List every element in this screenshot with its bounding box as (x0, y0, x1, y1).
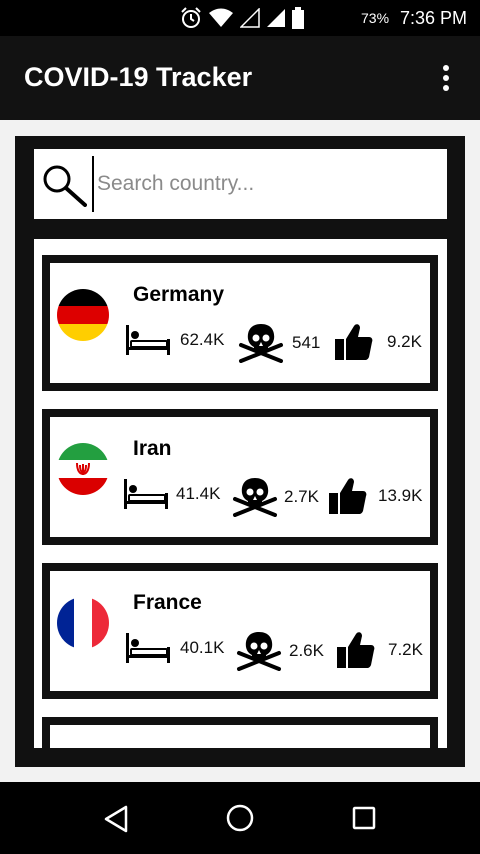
deaths-value: 2.6K (289, 641, 324, 660)
skull-crossbones-icon (232, 477, 278, 517)
deaths-stat: 2.7K (232, 477, 319, 517)
country-card-germany[interactable]: Germany 62.4K 541 9.2K (42, 255, 438, 391)
signal-empty-icon (240, 8, 260, 28)
cases-stat: 41.4K (122, 477, 220, 511)
text-cursor (92, 156, 94, 212)
cases-value: 41.4K (176, 484, 221, 503)
bed-icon (124, 631, 172, 665)
country-card-partial[interactable] (42, 717, 438, 748)
app-bar: COVID-19 Tracker (0, 36, 480, 120)
status-bar: 73% 7:36 PM (0, 0, 480, 36)
recovered-stat: 9.2K (334, 323, 422, 361)
bed-icon (124, 323, 172, 357)
recovered-value: 9.2K (387, 332, 422, 351)
recents-icon[interactable] (352, 806, 376, 830)
country-card-iran[interactable]: Iran 41.4K 2.7K 13.9K (42, 409, 438, 545)
recovered-stat: 7.2K (336, 631, 423, 669)
recovered-value: 7.2K (388, 640, 423, 659)
germany-flag-icon (57, 289, 109, 341)
recovered-stat: 13.9K (328, 477, 422, 515)
search-icon[interactable] (41, 163, 87, 207)
country-card-france[interactable]: France 40.1K 2.6K 7.2K (42, 563, 438, 699)
thumbs-up-icon (334, 323, 374, 361)
search-input[interactable] (97, 166, 437, 202)
cases-value: 62.4K (180, 330, 225, 349)
cases-stat: 62.4K (124, 323, 224, 357)
deaths-value: 2.7K (284, 487, 319, 506)
thumbs-up-icon (328, 477, 368, 515)
thumbs-up-icon (336, 631, 376, 669)
search-bar (34, 149, 447, 219)
wifi-icon (209, 8, 233, 27)
battery-percent: 73% (361, 10, 390, 26)
battery-icon (292, 7, 304, 29)
app-title: COVID-19 Tracker (24, 62, 253, 92)
signal-icon (267, 9, 285, 27)
cases-value: 40.1K (180, 638, 225, 657)
iran-flag-icon (57, 443, 109, 495)
navigation-bar (0, 782, 480, 854)
country-list[interactable]: Germany 62.4K 541 9.2K I (34, 233, 447, 748)
alarm-icon (181, 7, 201, 28)
deaths-value: 541 (292, 333, 321, 352)
list-divider (34, 233, 447, 239)
skull-crossbones-icon (238, 323, 284, 363)
country-name: France (133, 591, 202, 614)
cases-stat: 40.1K (124, 631, 224, 665)
skull-crossbones-icon (236, 631, 282, 671)
country-name: Iran (133, 437, 172, 460)
bed-icon (122, 477, 170, 511)
france-flag-icon (57, 597, 109, 649)
main-panel: Germany 62.4K 541 9.2K I (15, 136, 465, 767)
deaths-stat: 2.6K (236, 631, 324, 671)
deaths-stat: 541 (238, 323, 320, 363)
overflow-menu-icon[interactable] (436, 64, 456, 92)
country-name: Germany (133, 283, 225, 306)
clock: 7:36 PM (400, 8, 468, 28)
recovered-value: 13.9K (378, 486, 423, 505)
home-icon[interactable] (226, 804, 254, 832)
back-icon[interactable] (103, 805, 129, 833)
